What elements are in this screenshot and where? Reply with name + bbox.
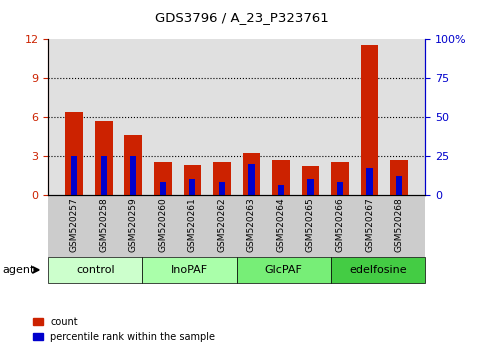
Bar	[184, 165, 201, 195]
Bar	[396, 176, 402, 195]
Bar	[189, 179, 196, 195]
Bar	[367, 168, 372, 195]
Bar	[331, 162, 349, 195]
Bar	[278, 185, 284, 195]
Bar	[154, 162, 172, 195]
Bar	[101, 156, 107, 195]
Bar	[242, 153, 260, 195]
Bar	[307, 179, 313, 195]
Bar	[248, 164, 255, 195]
Text: GlcPAF: GlcPAF	[265, 265, 303, 275]
Bar	[390, 160, 408, 195]
Text: control: control	[76, 265, 114, 275]
Bar	[337, 182, 343, 195]
Text: InoPAF: InoPAF	[171, 265, 208, 275]
Bar	[95, 121, 113, 195]
Bar	[219, 182, 225, 195]
Bar	[65, 112, 83, 195]
Bar	[160, 182, 166, 195]
Bar	[125, 135, 142, 195]
Text: edelfosine: edelfosine	[349, 265, 407, 275]
Bar	[71, 156, 77, 195]
Text: agent: agent	[2, 265, 35, 275]
Bar	[130, 156, 136, 195]
Legend: count, percentile rank within the sample: count, percentile rank within the sample	[29, 313, 219, 346]
Bar	[213, 162, 231, 195]
Bar	[272, 160, 290, 195]
Bar	[301, 166, 319, 195]
Text: GDS3796 / A_23_P323761: GDS3796 / A_23_P323761	[155, 11, 328, 24]
Bar	[361, 45, 378, 195]
